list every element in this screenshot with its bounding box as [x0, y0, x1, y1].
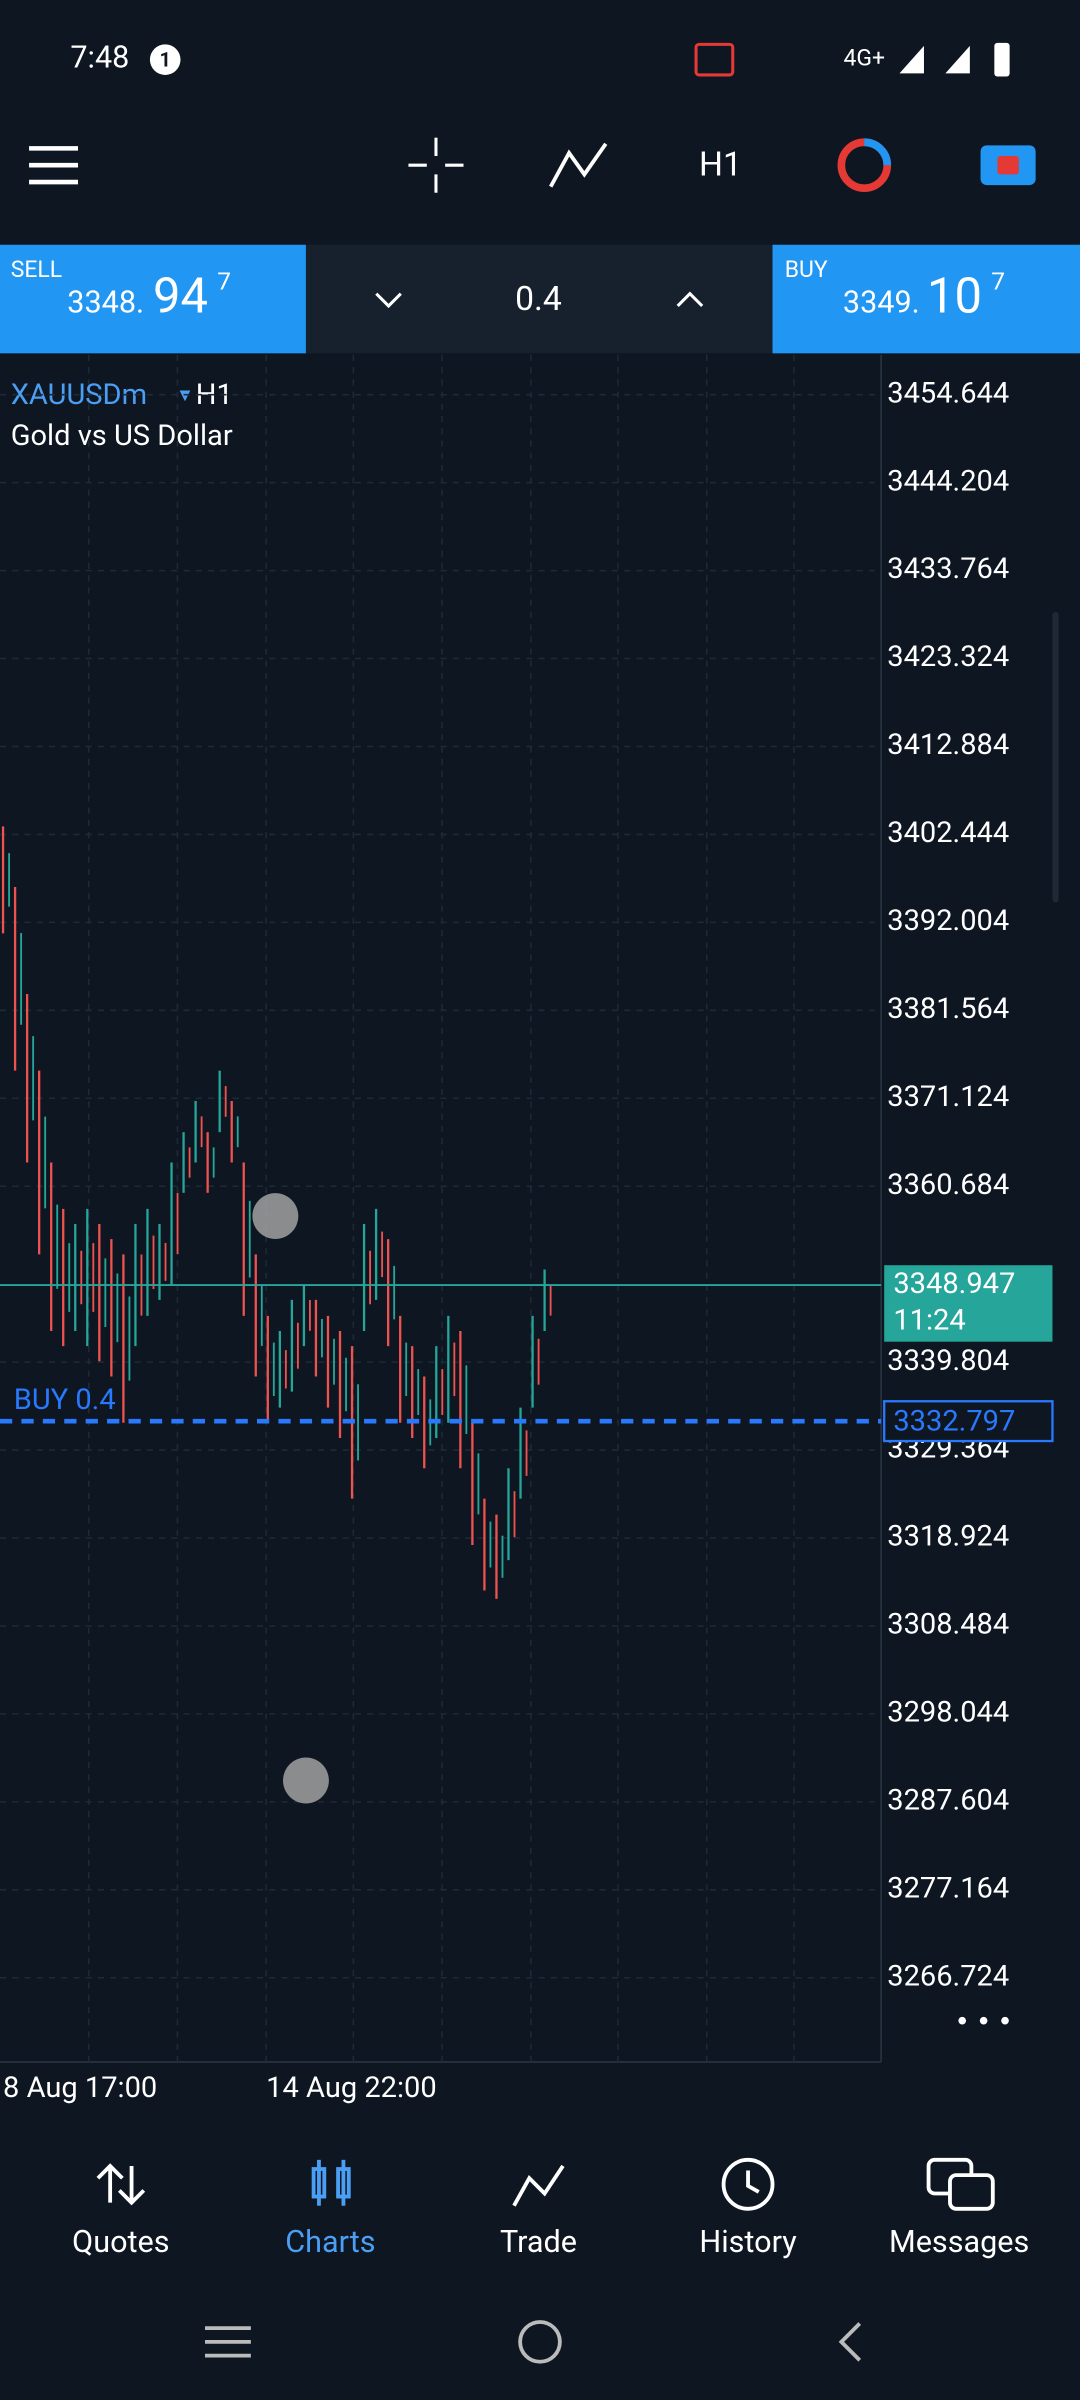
candle-timer: 11:24: [893, 1303, 965, 1337]
scrollbar: [1052, 611, 1059, 903]
symbol-dropdown[interactable]: ▼: [176, 385, 194, 406]
more-button[interactable]: [958, 2016, 1009, 2025]
menu-icon[interactable]: [29, 146, 79, 185]
indicators-icon[interactable]: [549, 142, 608, 188]
position-label[interactable]: BUY 0.4: [14, 1383, 116, 1417]
volume-value[interactable]: 0.4: [515, 280, 562, 319]
trade-icon-inner: [997, 156, 1019, 175]
price-tick-label: 3381.564: [887, 992, 1009, 1026]
status-time: 7:48: [70, 41, 129, 76]
sell-button[interactable]: [0, 244, 306, 354]
sell-label: SELL: [11, 256, 62, 283]
price-tick-label: 3371.124: [887, 1080, 1009, 1114]
price-tick-label: 3392.004: [887, 904, 1009, 938]
messages-icon-back: [948, 2173, 995, 2211]
cast-icon: [694, 42, 735, 77]
price-tick-label: 3318.924: [887, 1520, 1009, 1554]
chart[interactable]: [0, 354, 882, 2063]
buy-label: BUY: [785, 256, 828, 283]
time-label: 8 Aug 17:00: [3, 2071, 157, 2105]
timeframe-button[interactable]: H1: [699, 146, 742, 185]
position-price-tag: [883, 1400, 1054, 1443]
history-icon[interactable]: [721, 2157, 775, 2211]
volume-decrease[interactable]: [375, 292, 402, 309]
trade-nav-icon[interactable]: [512, 2164, 565, 2207]
system-nav: [204, 2320, 862, 2364]
signal-icon: [899, 45, 970, 74]
volume-increase[interactable]: [676, 291, 704, 308]
nav-label[interactable]: Quotes: [72, 2225, 169, 2260]
time-label: 14 Aug 22:00: [266, 2071, 437, 2105]
position-price-label: 3332.797: [893, 1404, 1015, 1438]
current-price-label: 3348.947: [893, 1267, 1015, 1301]
price-tick-label: 3444.204: [887, 464, 1009, 498]
charts-icon[interactable]: [311, 2159, 351, 2206]
buy-price-sup: 7: [991, 266, 1005, 295]
price-tick-label: 3287.604: [887, 1784, 1009, 1818]
sell-price-sup: 7: [217, 266, 231, 295]
price-tick-label: 3339.804: [887, 1344, 1009, 1378]
buy-price-big: 10: [927, 268, 982, 325]
crosshair-icon[interactable]: [408, 137, 464, 193]
price-tick-label: 3433.764: [887, 552, 1009, 586]
price-tick-label: 3454.644: [887, 376, 1009, 410]
bottom-nav: [0, 2110, 1080, 2295]
notification-count: 1: [160, 48, 171, 71]
sell-price-big: 94: [153, 268, 208, 325]
vertical-grid: [87, 354, 795, 2062]
price-tick-label: 3266.724: [887, 1959, 1009, 1993]
quotes-icon[interactable]: [96, 2163, 146, 2206]
symbol-description: Gold vs US Dollar: [11, 419, 233, 453]
price-tick-label: 3308.484: [887, 1608, 1009, 1642]
history-icon-hands: [746, 2170, 760, 2194]
one-click-icon-part: [864, 138, 892, 166]
chart-timeframe: H1: [196, 378, 233, 412]
nav-label[interactable]: Trade: [500, 2225, 577, 2260]
current-price-tag: [884, 1265, 1053, 1342]
price-tick-label: 3412.884: [887, 728, 1009, 762]
buy-price-main: 3349.: [843, 285, 920, 320]
touch-point: [283, 1757, 329, 1804]
network-type: 4G+: [844, 45, 886, 72]
nav-label[interactable]: History: [699, 2225, 797, 2260]
price-tick-label: 3402.444: [887, 816, 1009, 850]
nav-label[interactable]: Charts: [285, 2225, 375, 2260]
price-tick-label: 3423.324: [887, 640, 1009, 674]
price-tick-label: 3298.044: [887, 1696, 1009, 1730]
touch-point: [252, 1193, 299, 1240]
battery-icon: [994, 42, 1010, 77]
price-tick-label: 3360.684: [887, 1168, 1009, 1202]
buy-button[interactable]: [772, 244, 1080, 354]
sell-price-main: 3348.: [67, 285, 144, 320]
nav-label[interactable]: Messages: [889, 2225, 1029, 2260]
notification-badge: [149, 44, 181, 75]
price-tick-label: 3277.164: [887, 1871, 1009, 1905]
